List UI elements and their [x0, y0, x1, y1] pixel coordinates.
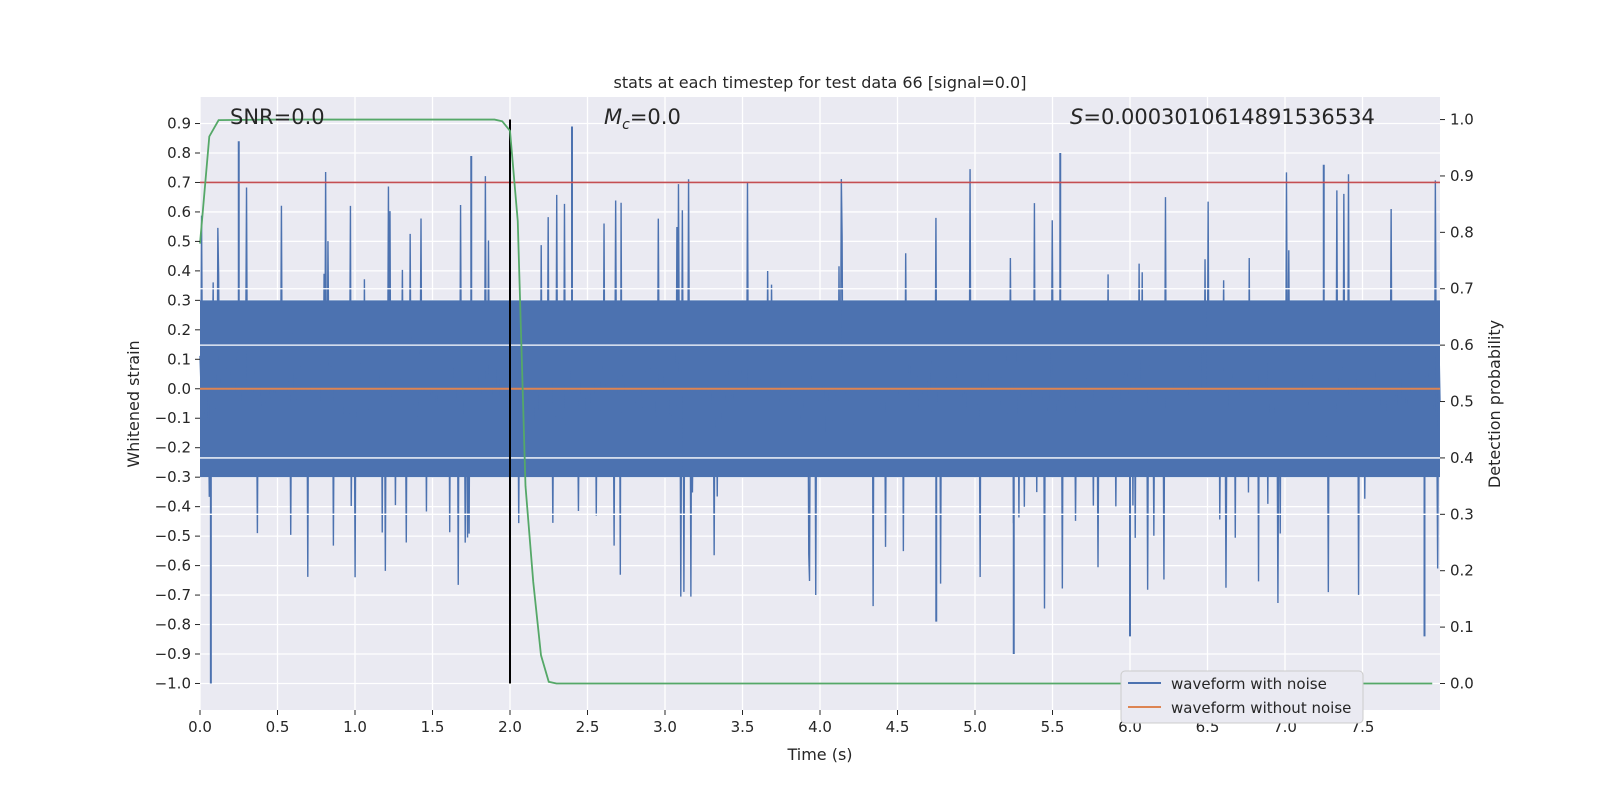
- score-symbol: S: [1070, 105, 1083, 129]
- detection-probability-line: [199, 118, 1433, 685]
- y2-tick-label: 0.5: [1450, 393, 1474, 411]
- y2-tick-label: 0.2: [1450, 562, 1474, 580]
- chart-title: stats at each timestep for test data 66 …: [614, 73, 1027, 92]
- chirp-mass-value: =0.0: [630, 105, 681, 129]
- y-tick-label: −0.2: [155, 439, 191, 457]
- y-tick-label: −0.9: [155, 645, 191, 663]
- x-axis-title: Time (s): [786, 745, 852, 764]
- y-tick-label: 0.9: [167, 115, 191, 133]
- y-tick-label: −0.1: [155, 409, 191, 427]
- score-value: =0.0003010614891536534: [1083, 105, 1375, 129]
- y-tick-label: 0.6: [167, 203, 191, 221]
- y2-tick-label: 0.1: [1450, 618, 1474, 636]
- x-tick-label: 4.0: [808, 718, 832, 736]
- snr-annotation: SNR=0.0: [230, 105, 325, 129]
- x-tick-label: 1.0: [343, 718, 367, 736]
- y-tick-label: −0.7: [155, 586, 191, 604]
- y-tick-label: 0.5: [167, 232, 191, 250]
- x-tick-label: 1.5: [421, 718, 445, 736]
- y2-tick-label: 0.4: [1450, 449, 1474, 467]
- y-tick-label: −0.4: [155, 498, 191, 516]
- y-axis-title: Whitened strain: [124, 340, 143, 467]
- x-tick-label: 3.5: [731, 718, 755, 736]
- y-tick-label: 0.0: [167, 380, 191, 398]
- y-tick-label: −0.3: [155, 468, 191, 486]
- y-tick-label: 0.2: [167, 321, 191, 339]
- waveform-with-noise-line: [199, 169, 1441, 609]
- x-tick-label: 2.5: [576, 718, 600, 736]
- y-tick-label: 0.3: [167, 291, 191, 309]
- y-tick-label: 0.1: [167, 350, 191, 368]
- y-tick-label: −0.5: [155, 527, 191, 545]
- x-tick-label: 5.0: [963, 718, 987, 736]
- x-tick-label: 2.0: [498, 718, 522, 736]
- y2-axis-title: Detection probability: [1485, 320, 1504, 488]
- x-tick-label: 0.5: [266, 718, 290, 736]
- x-tick-label: 0.0: [188, 718, 212, 736]
- y2-tick-label: 0.9: [1450, 167, 1474, 185]
- x-tick-label: 4.5: [886, 718, 910, 736]
- legend: waveform with noise waveform without noi…: [1120, 670, 1364, 724]
- data-layer: [199, 118, 1441, 685]
- x-tick-label: 3.0: [653, 718, 677, 736]
- y-tick-label: 0.4: [167, 262, 191, 280]
- y2-tick-label: 0.0: [1450, 674, 1474, 692]
- legend-box: [1120, 670, 1364, 724]
- y2-tick-label: 1.0: [1450, 111, 1474, 129]
- y-tick-label: 0.7: [167, 173, 191, 191]
- legend-label-waveform-without-noise: waveform without noise: [1171, 699, 1351, 717]
- y-tick-label: −0.6: [155, 557, 191, 575]
- chirp-mass-symbol: M: [604, 105, 622, 129]
- legend-label-waveform-with-noise: waveform with noise: [1171, 675, 1327, 693]
- y2-tick-label: 0.3: [1450, 505, 1474, 523]
- y-tick-label: −1.0: [155, 674, 191, 692]
- y2-tick-label: 0.8: [1450, 223, 1474, 241]
- y-tick-label: 0.8: [167, 144, 191, 162]
- x-tick-label: 5.5: [1041, 718, 1065, 736]
- axes: 0.0 0.5 1.0 1.5 2.0 2.5 3.0 3.5 4.0 4.5 5.0 5.5 6.0 6…: [155, 111, 1474, 736]
- chirp-mass-annotation: Mc=0.0: [604, 105, 681, 133]
- y2-tick-label: 0.6: [1450, 336, 1474, 354]
- y2-tick-label: 0.7: [1450, 280, 1474, 298]
- y-tick-label: −0.8: [155, 616, 191, 634]
- score-annotation: S=0.0003010614891536534: [1070, 105, 1375, 129]
- chirp-mass-subscript: c: [622, 117, 630, 133]
